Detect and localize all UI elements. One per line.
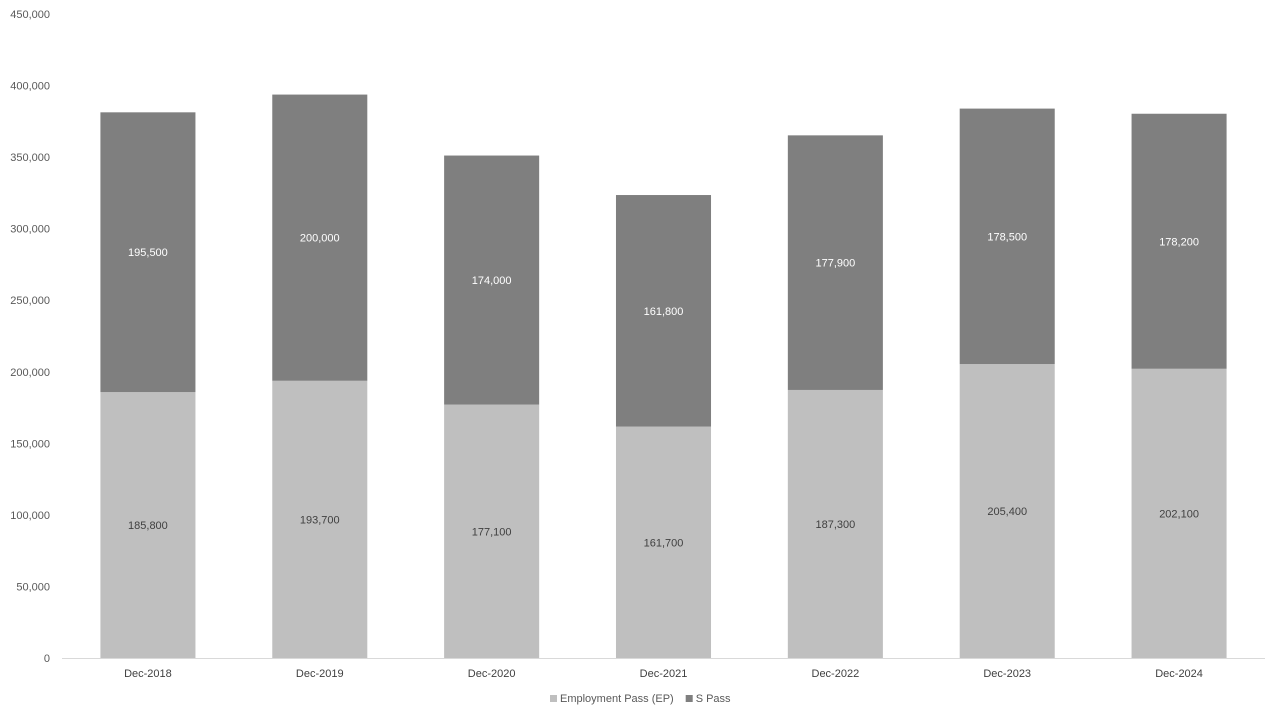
data-label: 202,100 [1159,508,1199,520]
legend-swatch [550,695,557,702]
bar-segment [444,404,540,658]
data-label: 177,100 [472,526,512,538]
data-label: 161,800 [644,306,684,318]
y-tick-label: 200,000 [10,367,50,379]
y-tick-label: 400,000 [10,81,50,93]
data-label: 174,000 [472,275,512,287]
y-tick-label: 0 [44,653,50,665]
x-tick-label: Dec-2020 [468,668,516,680]
y-tick-label: 100,000 [10,510,50,522]
bar-segment [959,108,1055,365]
x-tick-label: Dec-2023 [983,668,1031,680]
bar-segment [444,155,540,405]
bar-segment [615,426,712,658]
data-label: 177,900 [815,258,855,270]
x-tick-label: Dec-2022 [812,668,860,680]
bar-segment [1131,368,1227,658]
data-label: 161,700 [644,537,684,549]
y-tick-label: 50,000 [16,581,50,593]
data-label: 185,800 [128,520,168,532]
legend-label: Employment Pass (EP) [560,693,674,705]
bar-segment [100,392,196,658]
y-tick-label: 150,000 [10,438,50,450]
y-tick-label: 450,000 [10,9,50,21]
data-label: 195,500 [128,247,168,259]
bar-segment [272,94,368,381]
bar-segment [959,364,1055,658]
bar-segment [100,112,196,393]
bar-segment [1131,113,1227,369]
y-tick-label: 300,000 [10,224,50,236]
x-tick-label: Dec-2018 [124,668,172,680]
legend-label: S Pass [696,693,731,705]
data-label: 178,500 [987,231,1027,243]
x-tick-label: Dec-2019 [296,668,344,680]
data-label: 193,700 [300,514,340,526]
bar-segment [787,389,883,658]
data-label: 187,300 [815,519,855,531]
data-label: 178,200 [1159,236,1199,248]
y-tick-label: 350,000 [10,152,50,164]
x-tick-label: Dec-2021 [640,668,688,680]
data-label: 205,400 [987,506,1027,518]
y-tick-label: 250,000 [10,295,50,307]
legend-swatch [685,695,693,702]
bar-segment [787,135,883,390]
x-tick-label: Dec-2024 [1155,668,1203,680]
bar-segment [615,195,712,427]
data-label: 200,000 [300,233,340,245]
bar-segment [272,380,368,658]
